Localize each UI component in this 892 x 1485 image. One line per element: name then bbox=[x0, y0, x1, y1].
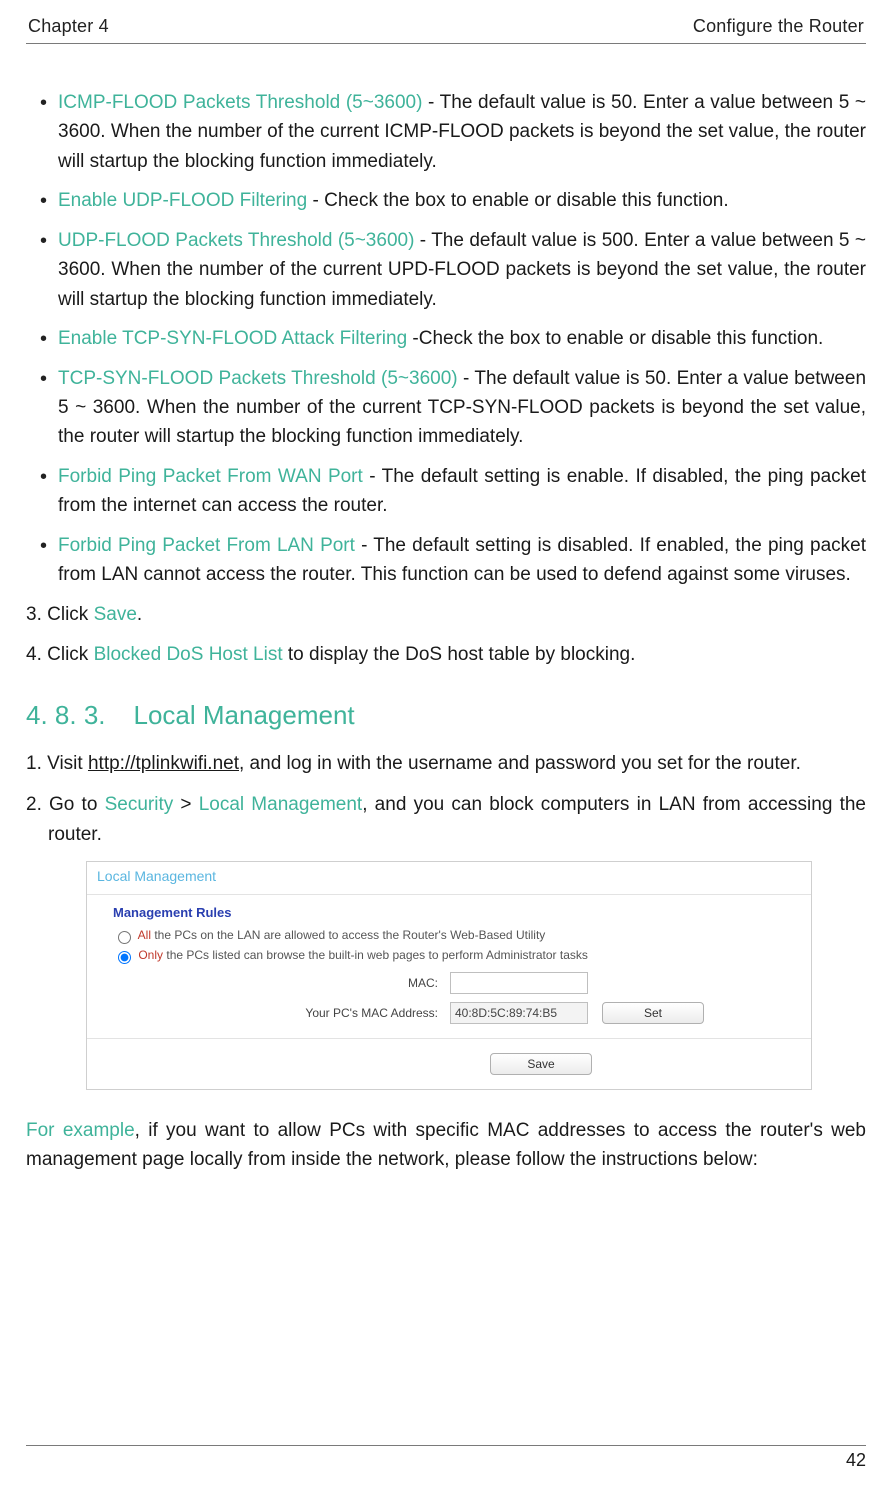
sep: - bbox=[355, 535, 373, 556]
term: TCP-SYN-FLOOD Packets Threshold (5~3600) bbox=[58, 368, 458, 389]
list-item: TCP-SYN-FLOOD Packets Threshold (5~3600)… bbox=[40, 364, 866, 452]
term: ICMP-FLOOD Packets Threshold (5~3600) bbox=[58, 92, 422, 113]
your-mac-row: Your PC's MAC Address: Set bbox=[113, 1002, 795, 1024]
term: Enable TCP-SYN-FLOOD Attack Filtering bbox=[58, 328, 407, 349]
list-item: ICMP-FLOOD Packets Threshold (5~3600) - … bbox=[40, 88, 866, 176]
opt-only-red: Only bbox=[138, 948, 163, 962]
post: . bbox=[137, 604, 142, 625]
step-3: 3. Click Save. bbox=[26, 600, 866, 630]
your-mac-input[interactable] bbox=[450, 1002, 588, 1024]
your-mac-label: Your PC's MAC Address: bbox=[113, 1006, 450, 1020]
save-button[interactable]: Save bbox=[490, 1053, 592, 1075]
desc: Check the box to enable or disable this … bbox=[419, 328, 824, 349]
list-item: Enable UDP-FLOOD Filtering - Check the b… bbox=[40, 186, 866, 215]
sep: - bbox=[458, 368, 475, 389]
term: Forbid Ping Packet From LAN Port bbox=[58, 535, 355, 556]
nav-security: Security bbox=[105, 794, 174, 815]
tplink-url[interactable]: http://tplinkwifi.net bbox=[88, 753, 239, 774]
section-title: Local Management bbox=[134, 700, 355, 730]
mac-row: MAC: bbox=[113, 972, 795, 994]
option-only-row: Only the PCs listed can browse the built… bbox=[113, 948, 795, 964]
for-example-lead: For example bbox=[26, 1120, 135, 1141]
mac-label: MAC: bbox=[113, 976, 450, 990]
panel-title: Local Management bbox=[87, 862, 811, 895]
option-all-row: All the PCs on the LAN are allowed to ac… bbox=[113, 928, 795, 944]
gt: > bbox=[173, 794, 198, 815]
post: , and log in with the username and passw… bbox=[239, 753, 801, 774]
example-text: , if you want to allow PCs with specific… bbox=[26, 1120, 866, 1170]
sep: - bbox=[414, 230, 431, 251]
page-header: Chapter 4 Configure the Router bbox=[26, 16, 866, 44]
radio-only[interactable] bbox=[118, 951, 131, 964]
local-management-panel: Local Management Management Rules All th… bbox=[86, 861, 812, 1090]
blocked-list-link: Blocked DoS Host List bbox=[94, 644, 283, 665]
term: UDP-FLOOD Packets Threshold (5~3600) bbox=[58, 230, 414, 251]
section-heading: 4. 8. 3. Local Management bbox=[26, 700, 866, 731]
local-mgmt-steps: 1. Visit http://tplinkwifi.net, and log … bbox=[26, 749, 866, 850]
sep: - bbox=[307, 190, 324, 211]
pre: 2. Go to bbox=[26, 794, 105, 815]
term: Forbid Ping Packet From WAN Port bbox=[58, 466, 363, 487]
term: Enable UDP-FLOOD Filtering bbox=[58, 190, 307, 211]
list-item: UDP-FLOOD Packets Threshold (5~3600) - T… bbox=[40, 226, 866, 314]
management-rules-label: Management Rules bbox=[113, 905, 795, 920]
list-item: Forbid Ping Packet From LAN Port - The d… bbox=[40, 531, 866, 590]
radio-all[interactable] bbox=[118, 931, 131, 944]
step-4: 4. Click Blocked DoS Host List to displa… bbox=[26, 640, 866, 670]
panel-footer: Save bbox=[87, 1039, 811, 1089]
pre: 4. Click bbox=[26, 644, 94, 665]
set-button[interactable]: Set bbox=[602, 1002, 704, 1024]
sep: - bbox=[422, 92, 439, 113]
lm-step-1: 1. Visit http://tplinkwifi.net, and log … bbox=[26, 749, 866, 779]
lm-step-2: 2. Go to Security > Local Management, an… bbox=[26, 790, 866, 851]
sep: - bbox=[363, 466, 382, 487]
post: to display the DoS host table by blockin… bbox=[283, 644, 636, 665]
list-item: Forbid Ping Packet From WAN Port - The d… bbox=[40, 462, 866, 521]
pre: 1. Visit bbox=[26, 753, 88, 774]
save-link: Save bbox=[94, 604, 137, 625]
page-number: 42 bbox=[26, 1445, 866, 1471]
pre: 3. Click bbox=[26, 604, 94, 625]
feature-bullet-list: ICMP-FLOOD Packets Threshold (5~3600) - … bbox=[26, 88, 866, 590]
opt-only-text: the PCs listed can browse the built-in w… bbox=[163, 948, 588, 962]
opt-all-text: the PCs on the LAN are allowed to access… bbox=[151, 928, 545, 942]
chapter-label: Chapter 4 bbox=[28, 16, 109, 37]
numbered-steps: 3. Click Save. 4. Click Blocked DoS Host… bbox=[26, 600, 866, 671]
mac-input[interactable] bbox=[450, 972, 588, 994]
panel-body: Management Rules All the PCs on the LAN … bbox=[87, 895, 811, 1039]
chapter-title: Configure the Router bbox=[693, 16, 864, 37]
sep: - bbox=[407, 328, 419, 349]
example-paragraph: For example, if you want to allow PCs wi… bbox=[26, 1116, 866, 1175]
section-number: 4. 8. 3. bbox=[26, 700, 106, 730]
desc: Check the box to enable or disable this … bbox=[324, 190, 729, 211]
list-item: Enable TCP-SYN-FLOOD Attack Filtering -C… bbox=[40, 324, 866, 353]
opt-all-red: All bbox=[138, 928, 151, 942]
nav-local-mgmt: Local Management bbox=[199, 794, 363, 815]
